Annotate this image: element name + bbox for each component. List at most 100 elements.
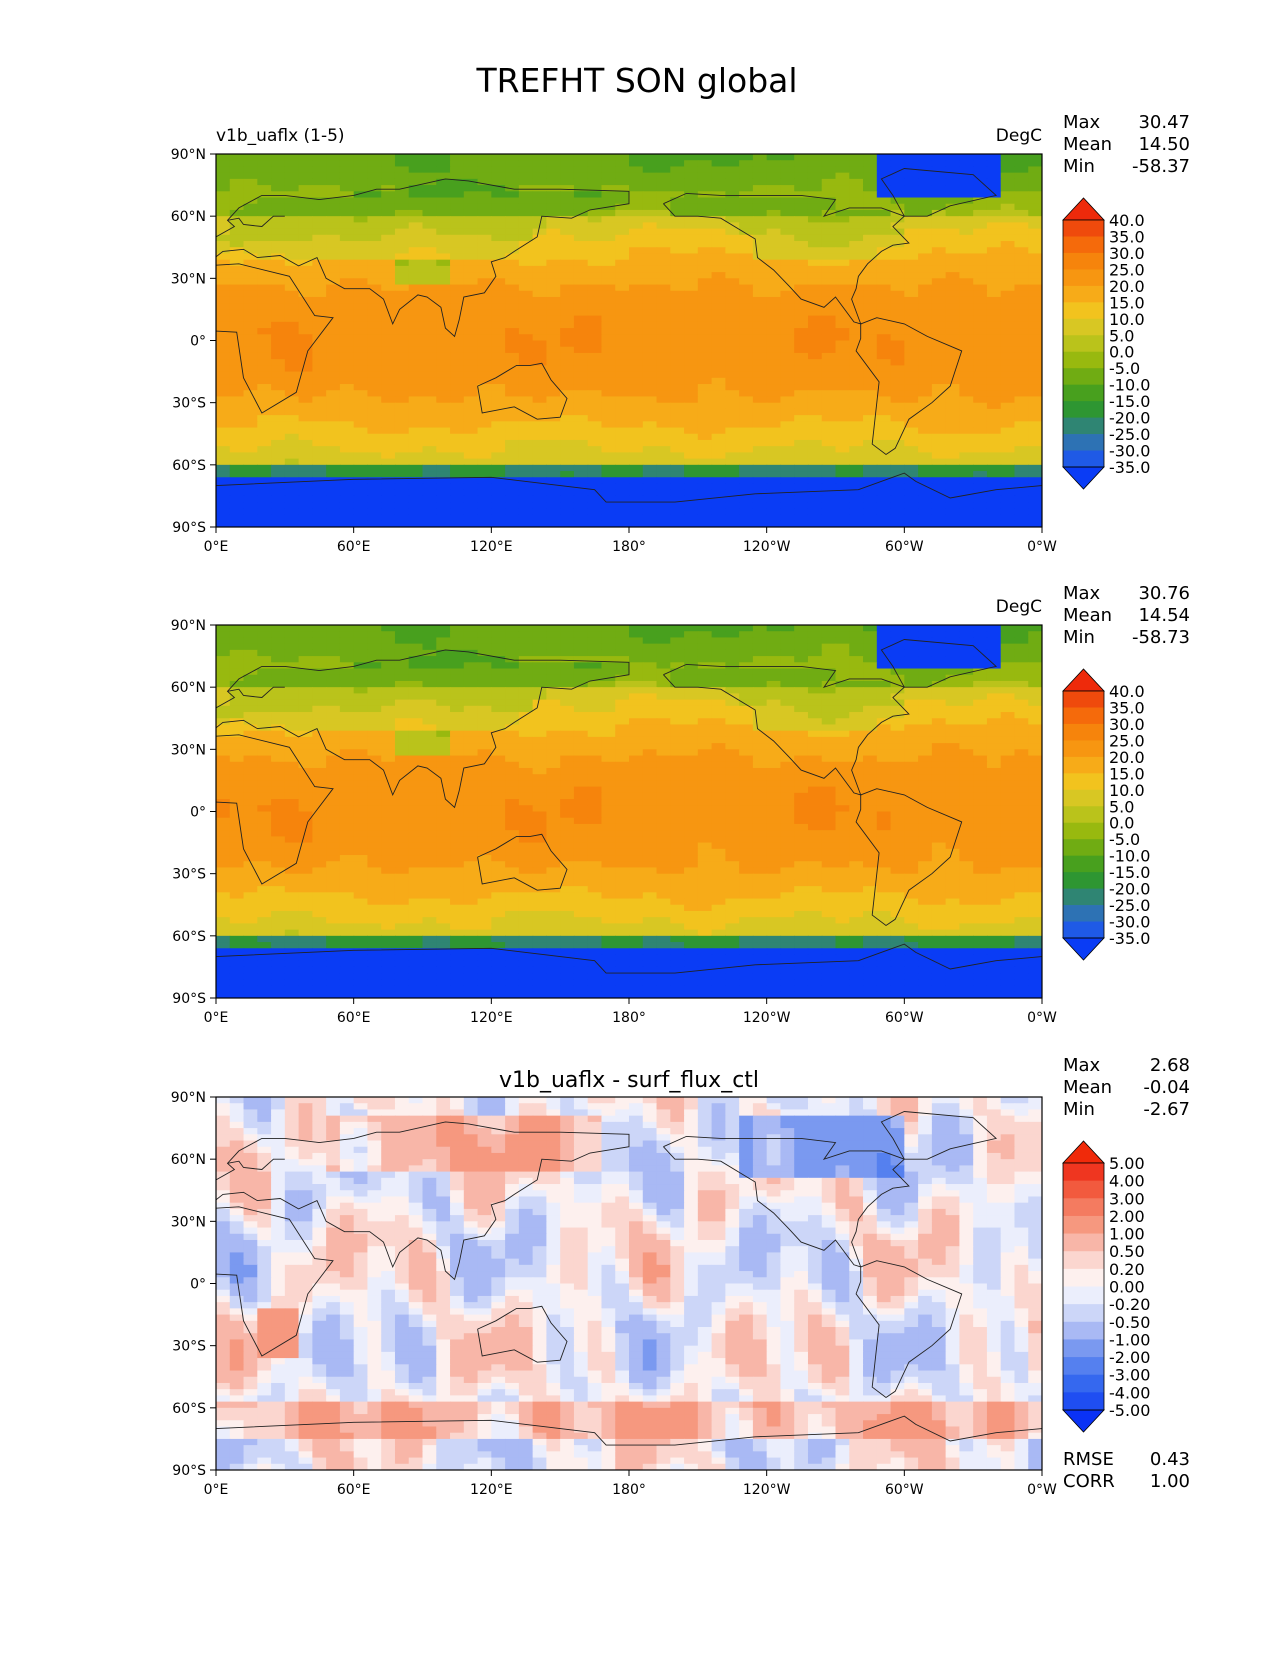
field-cell: [601, 712, 615, 719]
field-cell: [629, 378, 643, 385]
field-cell: [657, 749, 671, 756]
field-cell: [1028, 662, 1042, 669]
field-cell: [1001, 428, 1015, 435]
field-cell: [257, 749, 271, 756]
field-cell: [257, 446, 271, 453]
field-cell: [794, 216, 808, 223]
field-cell: [959, 260, 973, 267]
field-cell: [244, 272, 258, 279]
field-cell: [381, 515, 395, 522]
field-cell: [946, 650, 960, 657]
field-cell: [546, 334, 560, 341]
field-cell: [1028, 359, 1042, 366]
field-cell: [794, 235, 808, 242]
field-cell: [918, 260, 932, 267]
field-cell: [670, 341, 684, 348]
field-cell: [657, 718, 671, 725]
field-cell: [780, 316, 794, 323]
field-cell: [450, 687, 464, 694]
field-cell: [285, 359, 299, 366]
field-cell: [959, 247, 973, 254]
field-cell: [326, 372, 340, 379]
field-cell: [354, 272, 368, 279]
field-cell: [877, 359, 891, 366]
field-cell: [519, 154, 533, 161]
field-cell: [505, 743, 519, 750]
field-cell: [560, 309, 574, 316]
field-cell: [326, 687, 340, 694]
field-cell: [216, 515, 230, 522]
field-cell: [533, 737, 547, 744]
field-cell: [1028, 452, 1042, 459]
field-cell: [959, 365, 973, 372]
field-cell: [780, 440, 794, 447]
field-cell: [478, 737, 492, 744]
field-cell: [1028, 166, 1042, 173]
field-cell: [340, 712, 354, 719]
field-cell: [657, 235, 671, 242]
field-cell: [629, 675, 643, 682]
field-cell: [808, 737, 822, 744]
field-cell: [712, 359, 726, 366]
field-cell: [684, 681, 698, 688]
field-cell: [698, 712, 712, 719]
field-cell: [918, 428, 932, 435]
field-cell: [326, 390, 340, 397]
field-cell: [959, 687, 973, 694]
field-cell: [904, 278, 918, 285]
field-cell: [946, 303, 960, 310]
field-cell: [230, 191, 244, 198]
field-cell: [712, 644, 726, 651]
field-cell: [381, 662, 395, 669]
field-cell: [326, 365, 340, 372]
field-cell: [423, 644, 437, 651]
field-cell: [381, 756, 395, 763]
field-cell: [739, 434, 753, 441]
field-cell: [739, 353, 753, 360]
field-cell: [615, 309, 629, 316]
field-cell: [381, 675, 395, 682]
field-cell: [340, 452, 354, 459]
field-cell: [326, 706, 340, 713]
field-cell: [340, 421, 354, 428]
field-cell: [849, 334, 863, 341]
field-cell: [1001, 241, 1015, 248]
field-cell: [1001, 353, 1015, 360]
field-cell: [1028, 415, 1042, 422]
field-cell: [395, 712, 409, 719]
field-cell: [725, 483, 739, 490]
field-cell: [395, 631, 409, 638]
field-cell: [973, 452, 987, 459]
field-cell: [670, 316, 684, 323]
field-cell: [959, 372, 973, 379]
field-cell: [657, 681, 671, 688]
colorbar-bin: [1063, 418, 1104, 435]
field-cell: [574, 421, 588, 428]
field-cell: [712, 266, 726, 273]
field-cell: [450, 272, 464, 279]
field-cell: [629, 185, 643, 192]
field-cell: [271, 515, 285, 522]
field-cell: [863, 365, 877, 372]
field-cell: [725, 247, 739, 254]
field-cell: [395, 743, 409, 750]
field-cell: [808, 440, 822, 447]
field-cell: [767, 260, 781, 267]
field-cell: [367, 644, 381, 651]
field-cell: [629, 235, 643, 242]
field-cell: [657, 515, 671, 522]
field-cell: [299, 229, 313, 236]
field-cell: [409, 247, 423, 254]
field-cell: [326, 291, 340, 298]
field-cell: [836, 421, 850, 428]
field-cell: [216, 440, 230, 447]
field-cell: [670, 434, 684, 441]
field-cell: [1014, 241, 1028, 248]
field-cell: [1014, 198, 1028, 205]
field-cell: [464, 185, 478, 192]
field-cell: [326, 743, 340, 750]
field-cell: [629, 737, 643, 744]
field-cell: [725, 675, 739, 682]
field-cell: [601, 166, 615, 173]
field-cell: [987, 341, 1001, 348]
